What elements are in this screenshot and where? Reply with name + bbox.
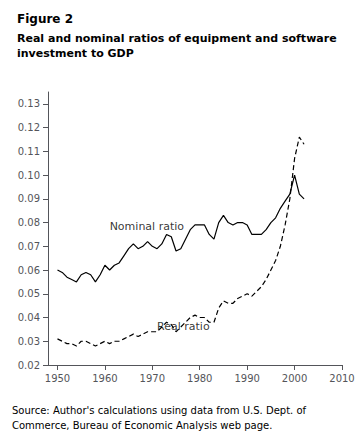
svg-text:1970: 1970 (140, 373, 165, 384)
svg-text:1980: 1980 (187, 373, 212, 384)
svg-text:0.10: 0.10 (18, 170, 40, 181)
svg-text:Real and nominal ratios of equ: Real and nominal ratios of equipment and… (17, 32, 337, 45)
svg-text:0.05: 0.05 (18, 288, 40, 299)
svg-text:investment to GDP: investment to GDP (17, 47, 134, 60)
svg-text:0.12: 0.12 (18, 122, 40, 133)
svg-text:1990: 1990 (234, 373, 259, 384)
svg-text:Source: Author's calculations: Source: Author's calculations using data… (12, 405, 307, 416)
svg-text:0.02: 0.02 (18, 360, 40, 371)
svg-text:0.04: 0.04 (18, 312, 40, 323)
svg-text:Nominal ratio: Nominal ratio (110, 220, 185, 233)
svg-text:Real ratio: Real ratio (157, 320, 210, 333)
svg-text:2010: 2010 (329, 373, 354, 384)
svg-text:0.11: 0.11 (18, 146, 40, 157)
svg-text:0.08: 0.08 (18, 217, 40, 228)
svg-text:0.03: 0.03 (18, 336, 40, 347)
svg-text:0.09: 0.09 (18, 193, 40, 204)
svg-text:Figure 2: Figure 2 (17, 12, 73, 26)
svg-text:1950: 1950 (45, 373, 70, 384)
svg-text:0.06: 0.06 (18, 265, 40, 276)
svg-text:1960: 1960 (92, 373, 117, 384)
svg-text:2000: 2000 (282, 373, 307, 384)
svg-text:Commerce, Bureau of Economic A: Commerce, Bureau of Economic Analysis we… (12, 420, 272, 431)
svg-text:0.13: 0.13 (18, 98, 40, 109)
svg-text:0.07: 0.07 (18, 241, 40, 252)
